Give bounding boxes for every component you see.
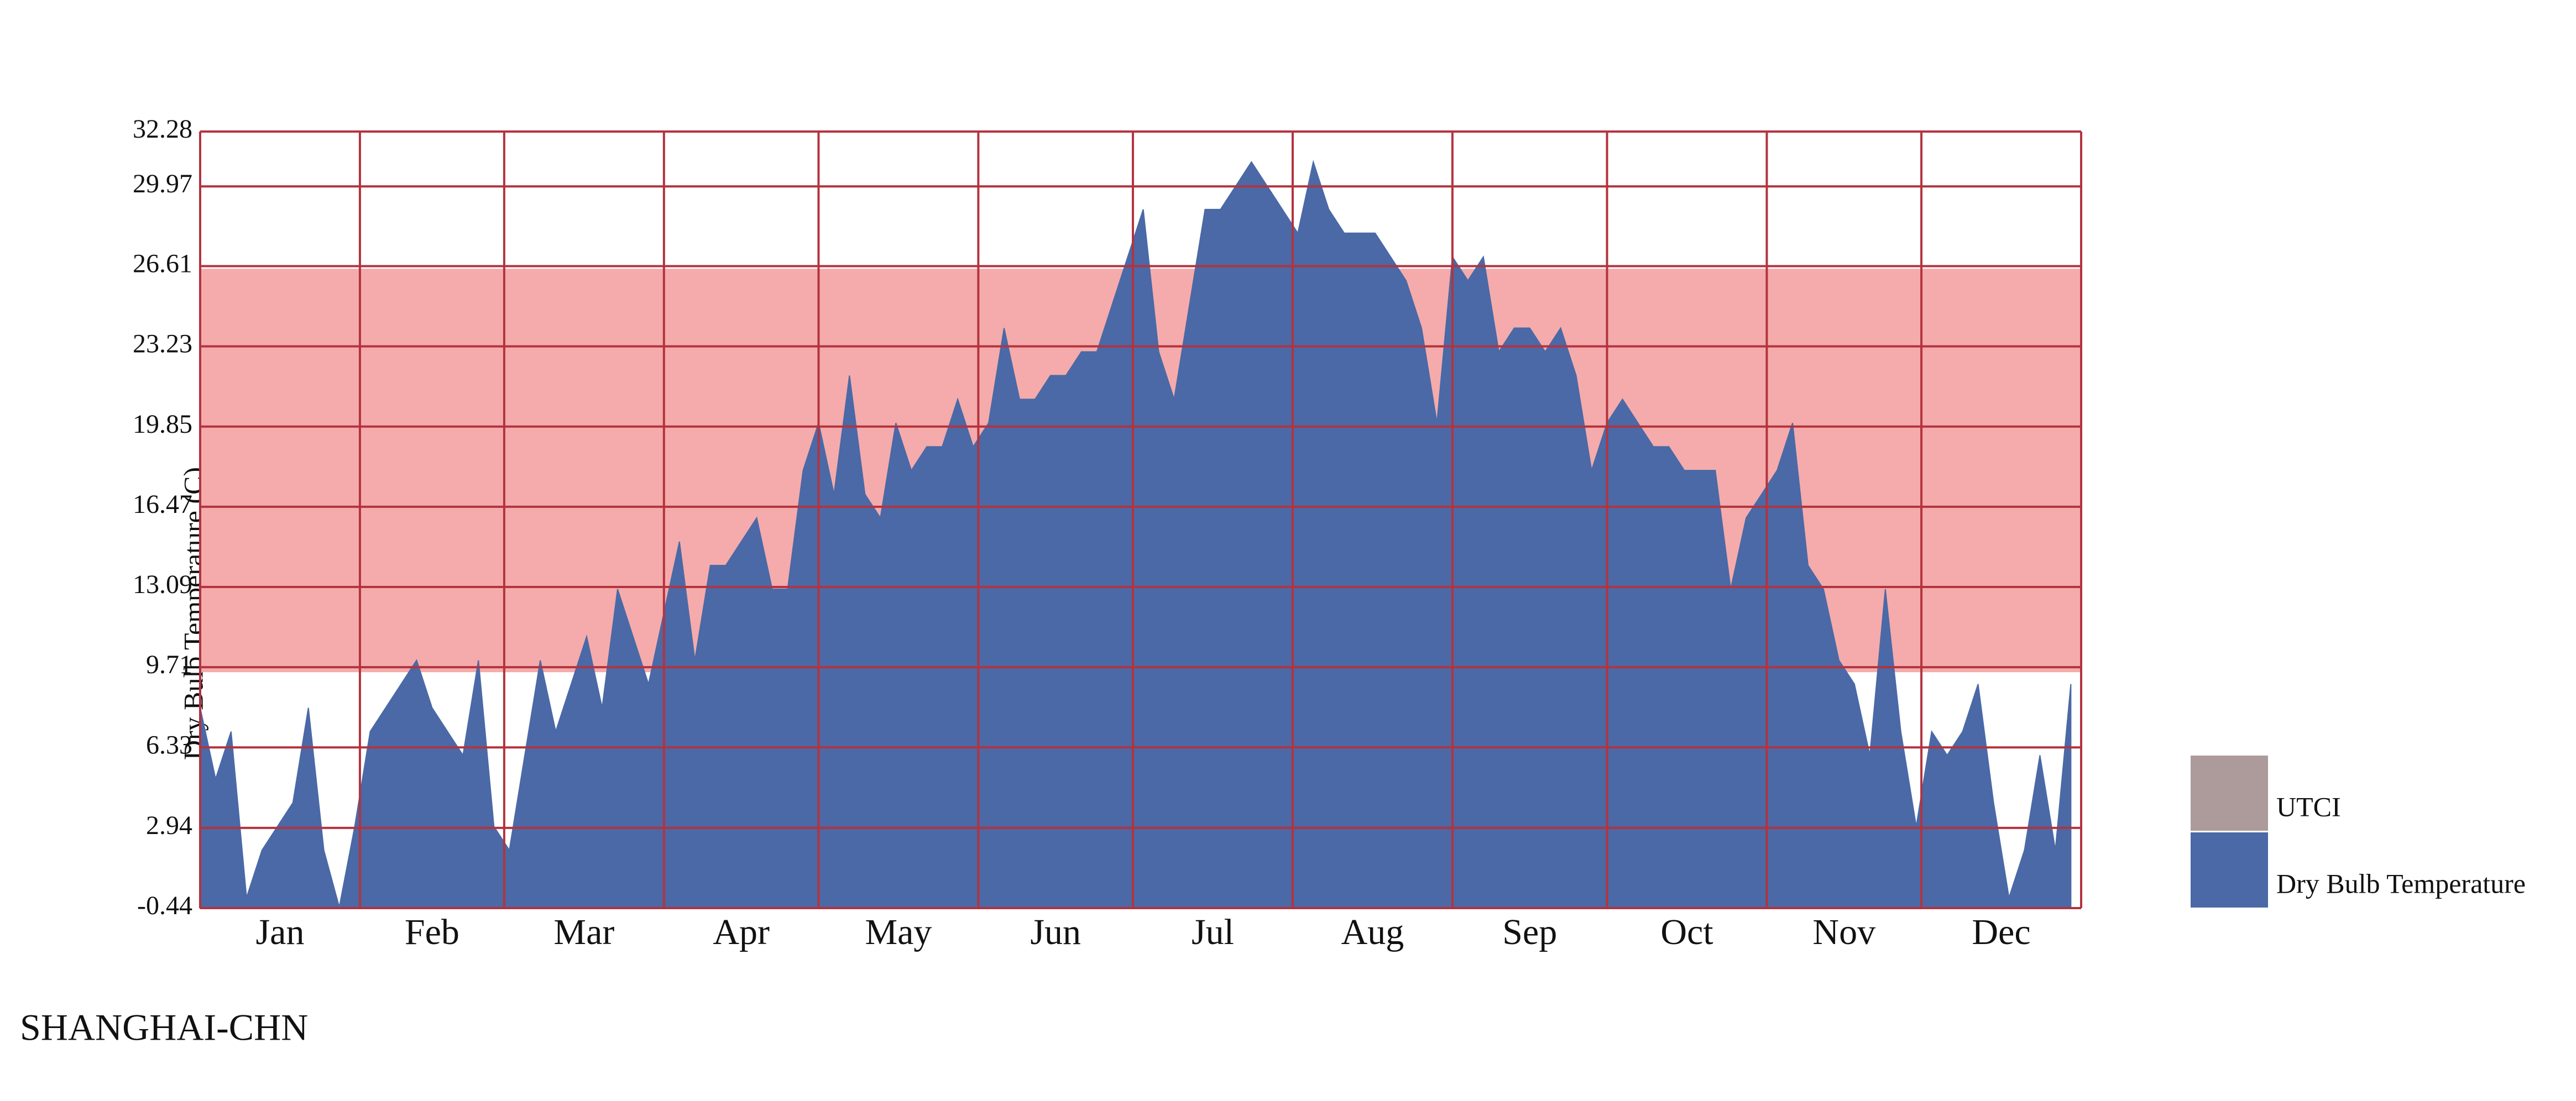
x-tick-label: Jul bbox=[1192, 912, 1234, 952]
x-tick-label: Oct bbox=[1660, 912, 1713, 952]
y-tick-label: 32.28 bbox=[133, 114, 192, 144]
x-tick-label: Jun bbox=[1030, 912, 1081, 952]
y-tick-label: 29.97 bbox=[133, 169, 192, 198]
legend-label: Dry Bulb Temperature bbox=[2276, 868, 2526, 899]
y-tick-label: 26.61 bbox=[133, 249, 192, 278]
x-tick-label: Jan bbox=[255, 912, 304, 952]
x-tick-label: Apr bbox=[713, 912, 770, 952]
x-tick-label: Dec bbox=[1972, 912, 2030, 952]
legend-label: UTCI bbox=[2276, 791, 2341, 822]
x-tick-label: Feb bbox=[405, 912, 459, 952]
x-tick-label: Mar bbox=[553, 912, 614, 952]
y-tick-label: 6.33 bbox=[146, 730, 192, 759]
y-tick-label: 2.94 bbox=[146, 811, 192, 840]
y-tick-label: -0.44 bbox=[137, 891, 192, 920]
location-label: SHANGHAI-CHN bbox=[20, 1006, 308, 1048]
x-tick-label: Sep bbox=[1502, 912, 1557, 952]
y-tick-label: 23.23 bbox=[133, 329, 192, 359]
y-tick-label: 19.85 bbox=[133, 410, 192, 439]
x-tick-label: Nov bbox=[1812, 912, 1875, 952]
y-tick-label: 13.09 bbox=[133, 570, 192, 599]
x-tick-label: Aug bbox=[1341, 912, 1404, 952]
x-tick-label: May bbox=[865, 912, 932, 952]
y-tick-label: 9.71 bbox=[146, 650, 192, 679]
y-tick-label: 16.47 bbox=[133, 490, 192, 519]
legend-swatch bbox=[2191, 832, 2268, 908]
legend-swatch bbox=[2191, 756, 2268, 831]
